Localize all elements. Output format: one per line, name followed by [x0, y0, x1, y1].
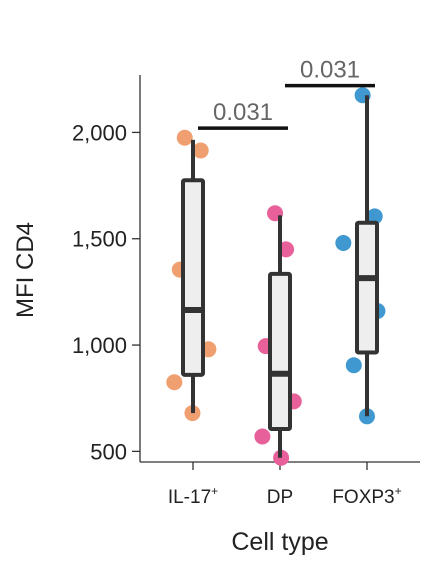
data-point	[345, 357, 362, 374]
x-tick-label: IL-17+	[168, 484, 218, 508]
y-tick-label: 1,500	[72, 227, 127, 252]
p-value-label: 0.031	[213, 99, 273, 126]
axes: 500 1,000 1,500 2,000 IL-17+ DP FOXP3+	[72, 75, 420, 508]
y-axis-title: MFI CD4	[12, 222, 39, 318]
y-tick-label: 1,000	[72, 333, 127, 358]
x-tick-label: FOXP3+	[332, 484, 401, 508]
box	[268, 271, 292, 432]
boxes	[181, 95, 379, 458]
data-point	[166, 374, 183, 391]
data-point	[335, 234, 352, 251]
data-point	[254, 428, 271, 445]
y-tick-label: 500	[90, 439, 127, 464]
data-point	[176, 129, 193, 146]
data-point	[278, 241, 295, 258]
y-tick-label: 2,000	[72, 120, 127, 145]
significance-brackets: 0.031 0.031	[198, 57, 375, 130]
x-axis-title: Cell type	[231, 528, 328, 556]
axis-labels: Cell type MFI CD4	[12, 222, 329, 556]
box	[355, 220, 379, 355]
data-point	[366, 208, 383, 225]
x-tick-label: DP	[267, 487, 293, 508]
data-point	[192, 142, 209, 159]
box	[181, 178, 205, 377]
p-value-label: 0.031	[300, 57, 360, 84]
